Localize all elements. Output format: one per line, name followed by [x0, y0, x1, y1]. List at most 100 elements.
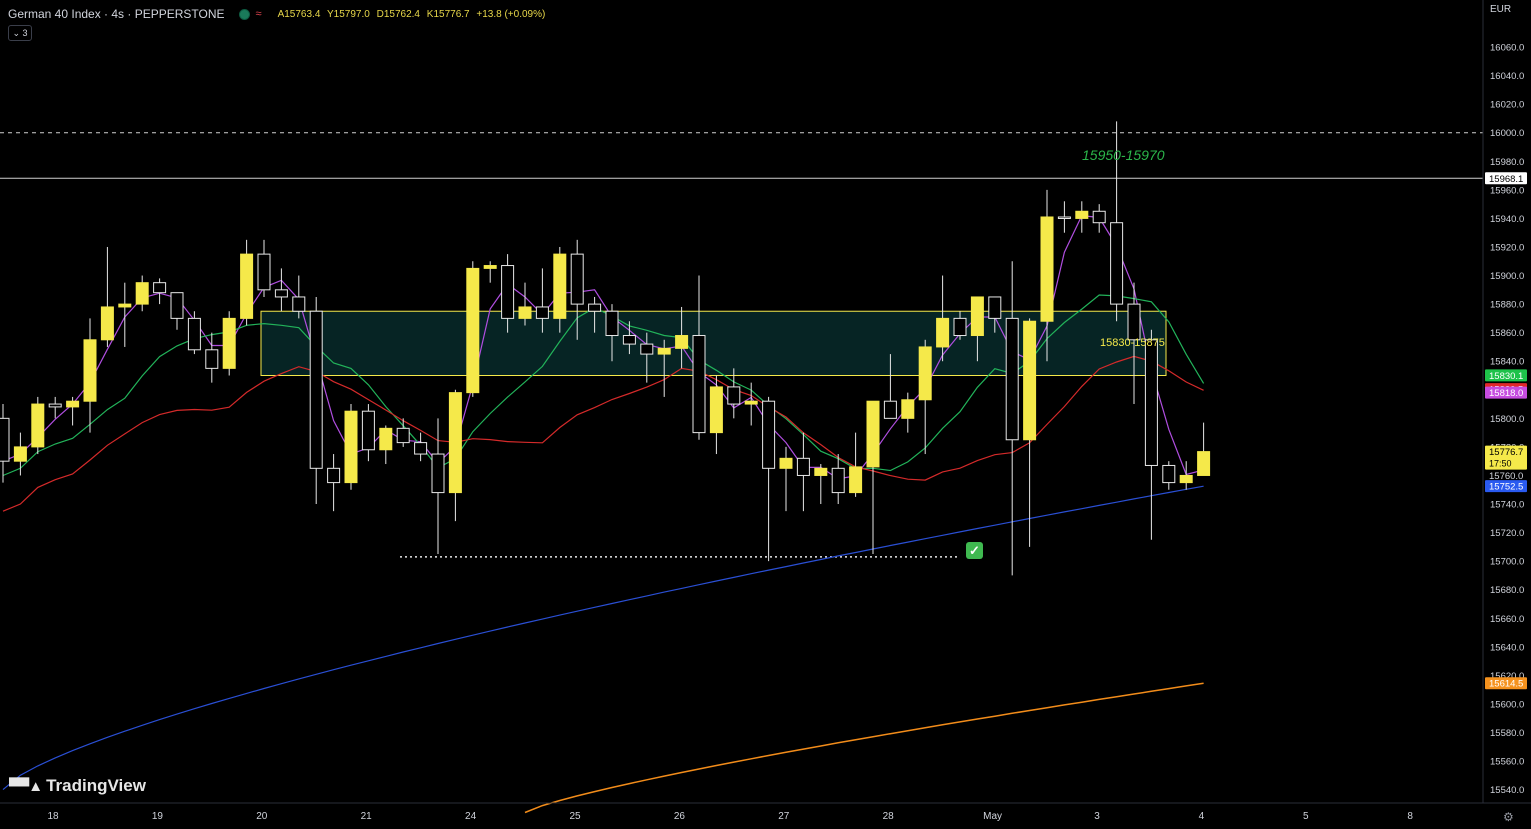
price-tick-label: 15940.0 [1490, 214, 1524, 225]
candle-body [744, 400, 758, 405]
time-tick-label: 27 [778, 811, 790, 822]
price-tick-label: 15540.0 [1490, 785, 1524, 796]
zone-label: 15830-15875 [1100, 337, 1165, 349]
symbol-title[interactable]: German 40 Index · 4s · PEPPERSTONE [8, 7, 225, 21]
ma-price-tag: 15614.5 [1489, 679, 1523, 690]
high-value: Y15797.0 [327, 8, 370, 20]
indicator-toggle-button[interactable]: ⌄ 3 [8, 25, 32, 41]
candle-body [396, 427, 410, 444]
price-tick-label: 15580.0 [1490, 728, 1524, 739]
time-tick-label: 25 [569, 811, 581, 822]
time-tick-label: 4 [1199, 811, 1205, 822]
candle-body [918, 346, 932, 401]
candle-body [48, 403, 62, 408]
close-value: K15776.7 [426, 8, 470, 20]
price-tick-label: 15860.0 [1490, 328, 1524, 339]
ma-mid-line [2, 294, 1205, 477]
time-tick-label: 3 [1094, 811, 1100, 822]
candle-body [1040, 216, 1054, 322]
candle-body [518, 306, 532, 319]
candle-body [379, 427, 393, 451]
candle-body [100, 306, 114, 341]
candle-body [414, 442, 428, 455]
candle-body [274, 289, 288, 298]
candle-body [675, 335, 689, 349]
candle-body [431, 453, 445, 494]
candle-body [483, 265, 497, 269]
candle-body [448, 392, 462, 494]
time-tick-label: 5 [1303, 811, 1309, 822]
market-status-icon [238, 8, 250, 20]
ma-price-tag: 15752.5 [1489, 482, 1523, 493]
candle-body [1005, 317, 1019, 441]
tradingview-logo[interactable]: ▀▀▲ TradingView [9, 776, 146, 796]
candle-body [118, 303, 132, 308]
candle-body [170, 292, 184, 319]
candle-body [831, 467, 845, 494]
candle-body [953, 317, 967, 337]
last-price-tag: 15776.7 [1489, 447, 1523, 458]
candle-body [866, 400, 880, 468]
candle-body [970, 296, 984, 337]
candle-body [814, 467, 828, 476]
currency-selector[interactable]: EUR [1490, 4, 1512, 15]
price-tick-label: 15660.0 [1490, 614, 1524, 625]
ma-long-line [2, 485, 1204, 791]
candle-body [1144, 339, 1158, 466]
candle-body [883, 400, 897, 419]
level-price-tag: 15760.0 [1489, 471, 1523, 482]
price-tick-label: 15900.0 [1490, 271, 1524, 282]
ma-price-tag: 15830.1 [1489, 371, 1523, 382]
candle-body [727, 386, 741, 405]
candle-body [762, 400, 776, 469]
time-tick-label: 19 [152, 811, 164, 822]
candle-body [936, 317, 950, 348]
ma-slow-line [2, 355, 1204, 512]
price-tick-label: 15980.0 [1490, 157, 1524, 168]
candle-body [1023, 320, 1037, 441]
logo-text: TradingView [46, 776, 146, 795]
candle-body [153, 282, 167, 294]
candle-body [309, 310, 323, 469]
price-tick-label: 15600.0 [1490, 699, 1524, 710]
candle-body [605, 310, 619, 337]
level-price-tag-bg [1485, 469, 1527, 482]
candle-body [570, 253, 584, 305]
price-tick-label: 15680.0 [1490, 585, 1524, 596]
candle-body [622, 335, 636, 345]
candle-body [344, 410, 358, 484]
candle-body [13, 446, 27, 462]
change-value: +13.8 (+0.09%) [476, 8, 546, 20]
candle-body [31, 403, 45, 448]
target-zone-label: 15950-15970 [1082, 147, 1165, 163]
candle-body [901, 399, 915, 419]
candle-body [466, 267, 480, 394]
candle-body [187, 317, 201, 351]
candle-body [1057, 216, 1071, 219]
candle-body [1197, 451, 1211, 476]
gear-icon[interactable]: ⚙ [1503, 810, 1514, 824]
candle-body [501, 265, 515, 319]
price-tick-label: 15700.0 [1490, 557, 1524, 568]
candle-body [83, 339, 97, 402]
time-tick-label: 20 [256, 811, 268, 822]
low-value: D15762.4 [376, 8, 420, 20]
symbol-header[interactable]: German 40 Index · 4s · PEPPERSTONE ≈ A15… [8, 6, 549, 22]
price-tick-label: 16020.0 [1490, 100, 1524, 111]
candle-body [240, 253, 254, 319]
candle-body [640, 343, 654, 355]
candle-body [0, 417, 10, 462]
candle-body [222, 317, 236, 369]
time-tick-label: 26 [674, 811, 686, 822]
ma-price-tag: 15818.0 [1489, 388, 1523, 399]
candle-body [796, 457, 810, 476]
last-price-tag-bg [1485, 445, 1527, 470]
price-tick-label: 15640.0 [1490, 642, 1524, 653]
countdown-label: 17:50 [1489, 459, 1512, 469]
candle-body [988, 296, 1002, 319]
candle-body [1075, 210, 1089, 219]
price-tick-label: 16060.0 [1490, 43, 1524, 54]
candle-body [1110, 222, 1124, 305]
candle-body [657, 347, 671, 355]
